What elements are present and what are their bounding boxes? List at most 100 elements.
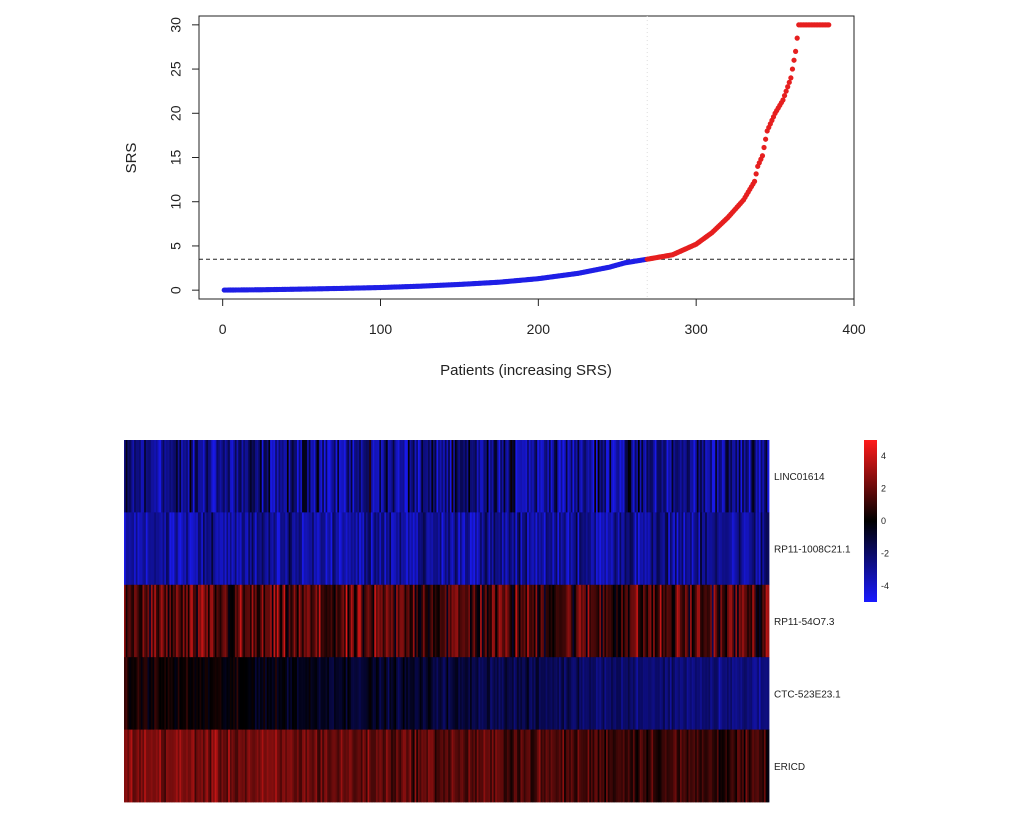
heatmap-cell <box>241 512 244 586</box>
heatmap-cell <box>513 512 516 586</box>
heatmap-cell <box>735 584 738 658</box>
heatmap-cell <box>554 512 557 586</box>
heatmap-cell <box>446 657 449 730</box>
heatmap-cell <box>745 440 748 513</box>
heatmap-cell <box>651 657 654 730</box>
heatmap-cell <box>407 512 410 586</box>
heatmap-cell <box>671 440 674 513</box>
heatmap-cell <box>622 729 625 803</box>
heatmap-cell <box>382 440 385 513</box>
heatmap-cell <box>258 657 261 730</box>
heatmap-cell <box>340 584 343 658</box>
heatmap-cell <box>595 584 599 658</box>
heatmap-cell <box>328 440 332 513</box>
heatmap-cell <box>313 584 316 658</box>
heatmap-cell <box>713 584 716 658</box>
heatmap-cell <box>172 512 175 586</box>
patient-point <box>763 136 769 142</box>
heatmap-cell <box>186 657 189 730</box>
heatmap-cell <box>127 440 130 513</box>
heatmap-cell <box>606 512 609 586</box>
heatmap-cell <box>723 512 726 586</box>
heatmap-cell <box>738 729 741 803</box>
heatmap-cell <box>716 584 720 658</box>
heatmap-cell <box>475 657 478 730</box>
heatmap-cell <box>732 729 735 803</box>
heatmap-cell <box>226 729 229 803</box>
heatmap-cell <box>488 729 491 803</box>
heatmap-row-label: ERICD <box>774 762 805 773</box>
heatmap-cell <box>171 440 174 513</box>
heatmap-cell <box>434 729 437 803</box>
heatmap-cell <box>244 512 248 586</box>
heatmap-cell <box>349 584 352 658</box>
heatmap-cell <box>446 729 449 803</box>
heatmap-cell <box>379 584 382 658</box>
heatmap-cell <box>226 584 229 658</box>
heatmap-cell <box>417 440 421 513</box>
expression-heatmap: LINC01614RP11-1008C21.1RP11-54O7.3CTC-52… <box>124 440 889 803</box>
heatmap-cell <box>392 512 395 586</box>
heatmap-cell <box>637 729 641 803</box>
heatmap-cell <box>570 584 573 658</box>
heatmap-cell <box>743 512 746 586</box>
heatmap-cell <box>412 657 415 730</box>
heatmap-cell <box>515 512 518 586</box>
heatmap-cell <box>612 729 615 803</box>
heatmap-cell <box>328 657 332 730</box>
heatmap-cell <box>693 729 696 803</box>
heatmap-cell <box>396 512 399 586</box>
heatmap-cell <box>493 729 496 803</box>
heatmap-cell <box>743 657 746 730</box>
heatmap-cell <box>357 440 360 513</box>
heatmap-cell <box>579 584 582 658</box>
heatmap-cell <box>555 584 558 658</box>
heatmap-cell <box>315 584 318 658</box>
heatmap-cell <box>498 584 501 658</box>
heatmap-cell <box>202 512 206 586</box>
heatmap-cell <box>320 512 323 586</box>
heatmap-cell <box>424 584 427 658</box>
heatmap-cell <box>503 440 506 513</box>
heatmap-cell <box>740 729 743 803</box>
heatmap-cell <box>466 729 469 803</box>
heatmap-cell <box>350 729 353 803</box>
heatmap-cell <box>243 584 246 658</box>
heatmap-cell <box>340 440 343 513</box>
heatmap-cell <box>656 584 659 658</box>
heatmap-cell <box>622 512 625 586</box>
heatmap-cell <box>402 512 405 586</box>
heatmap-cell <box>216 440 219 513</box>
heatmap-cell <box>453 512 456 586</box>
heatmap-cell <box>362 657 365 730</box>
heatmap-cell <box>275 440 278 513</box>
heatmap-cell <box>251 584 254 658</box>
heatmap-cell <box>342 440 345 513</box>
heatmap-cell <box>365 584 368 658</box>
heatmap-cell <box>550 729 553 803</box>
heatmap-cell <box>443 584 446 658</box>
heatmap-cell <box>189 512 192 586</box>
heatmap-cell <box>461 440 464 513</box>
heatmap-cell <box>322 440 325 513</box>
heatmap-cell <box>679 729 683 803</box>
heatmap-cell <box>265 584 268 658</box>
scatter-plot-frame <box>198 15 855 300</box>
heatmap-cell <box>147 440 150 513</box>
heatmap-cell <box>648 657 651 730</box>
heatmap-cell <box>696 729 699 803</box>
heatmap-cell <box>478 729 481 803</box>
color-scale-bar <box>864 440 877 602</box>
heatmap-cell <box>357 657 360 730</box>
heatmap-cell <box>213 440 216 513</box>
heatmap-cell <box>443 657 446 730</box>
heatmap-cell <box>592 729 595 803</box>
heatmap-cell <box>648 729 651 803</box>
heatmap-cell <box>589 512 592 586</box>
heatmap-cell <box>139 584 142 658</box>
heatmap-cell <box>555 512 558 586</box>
heatmap-cell <box>543 657 547 730</box>
heatmap-cell <box>389 440 392 513</box>
heatmap-cell <box>140 584 143 658</box>
heatmap-cell <box>207 512 211 586</box>
